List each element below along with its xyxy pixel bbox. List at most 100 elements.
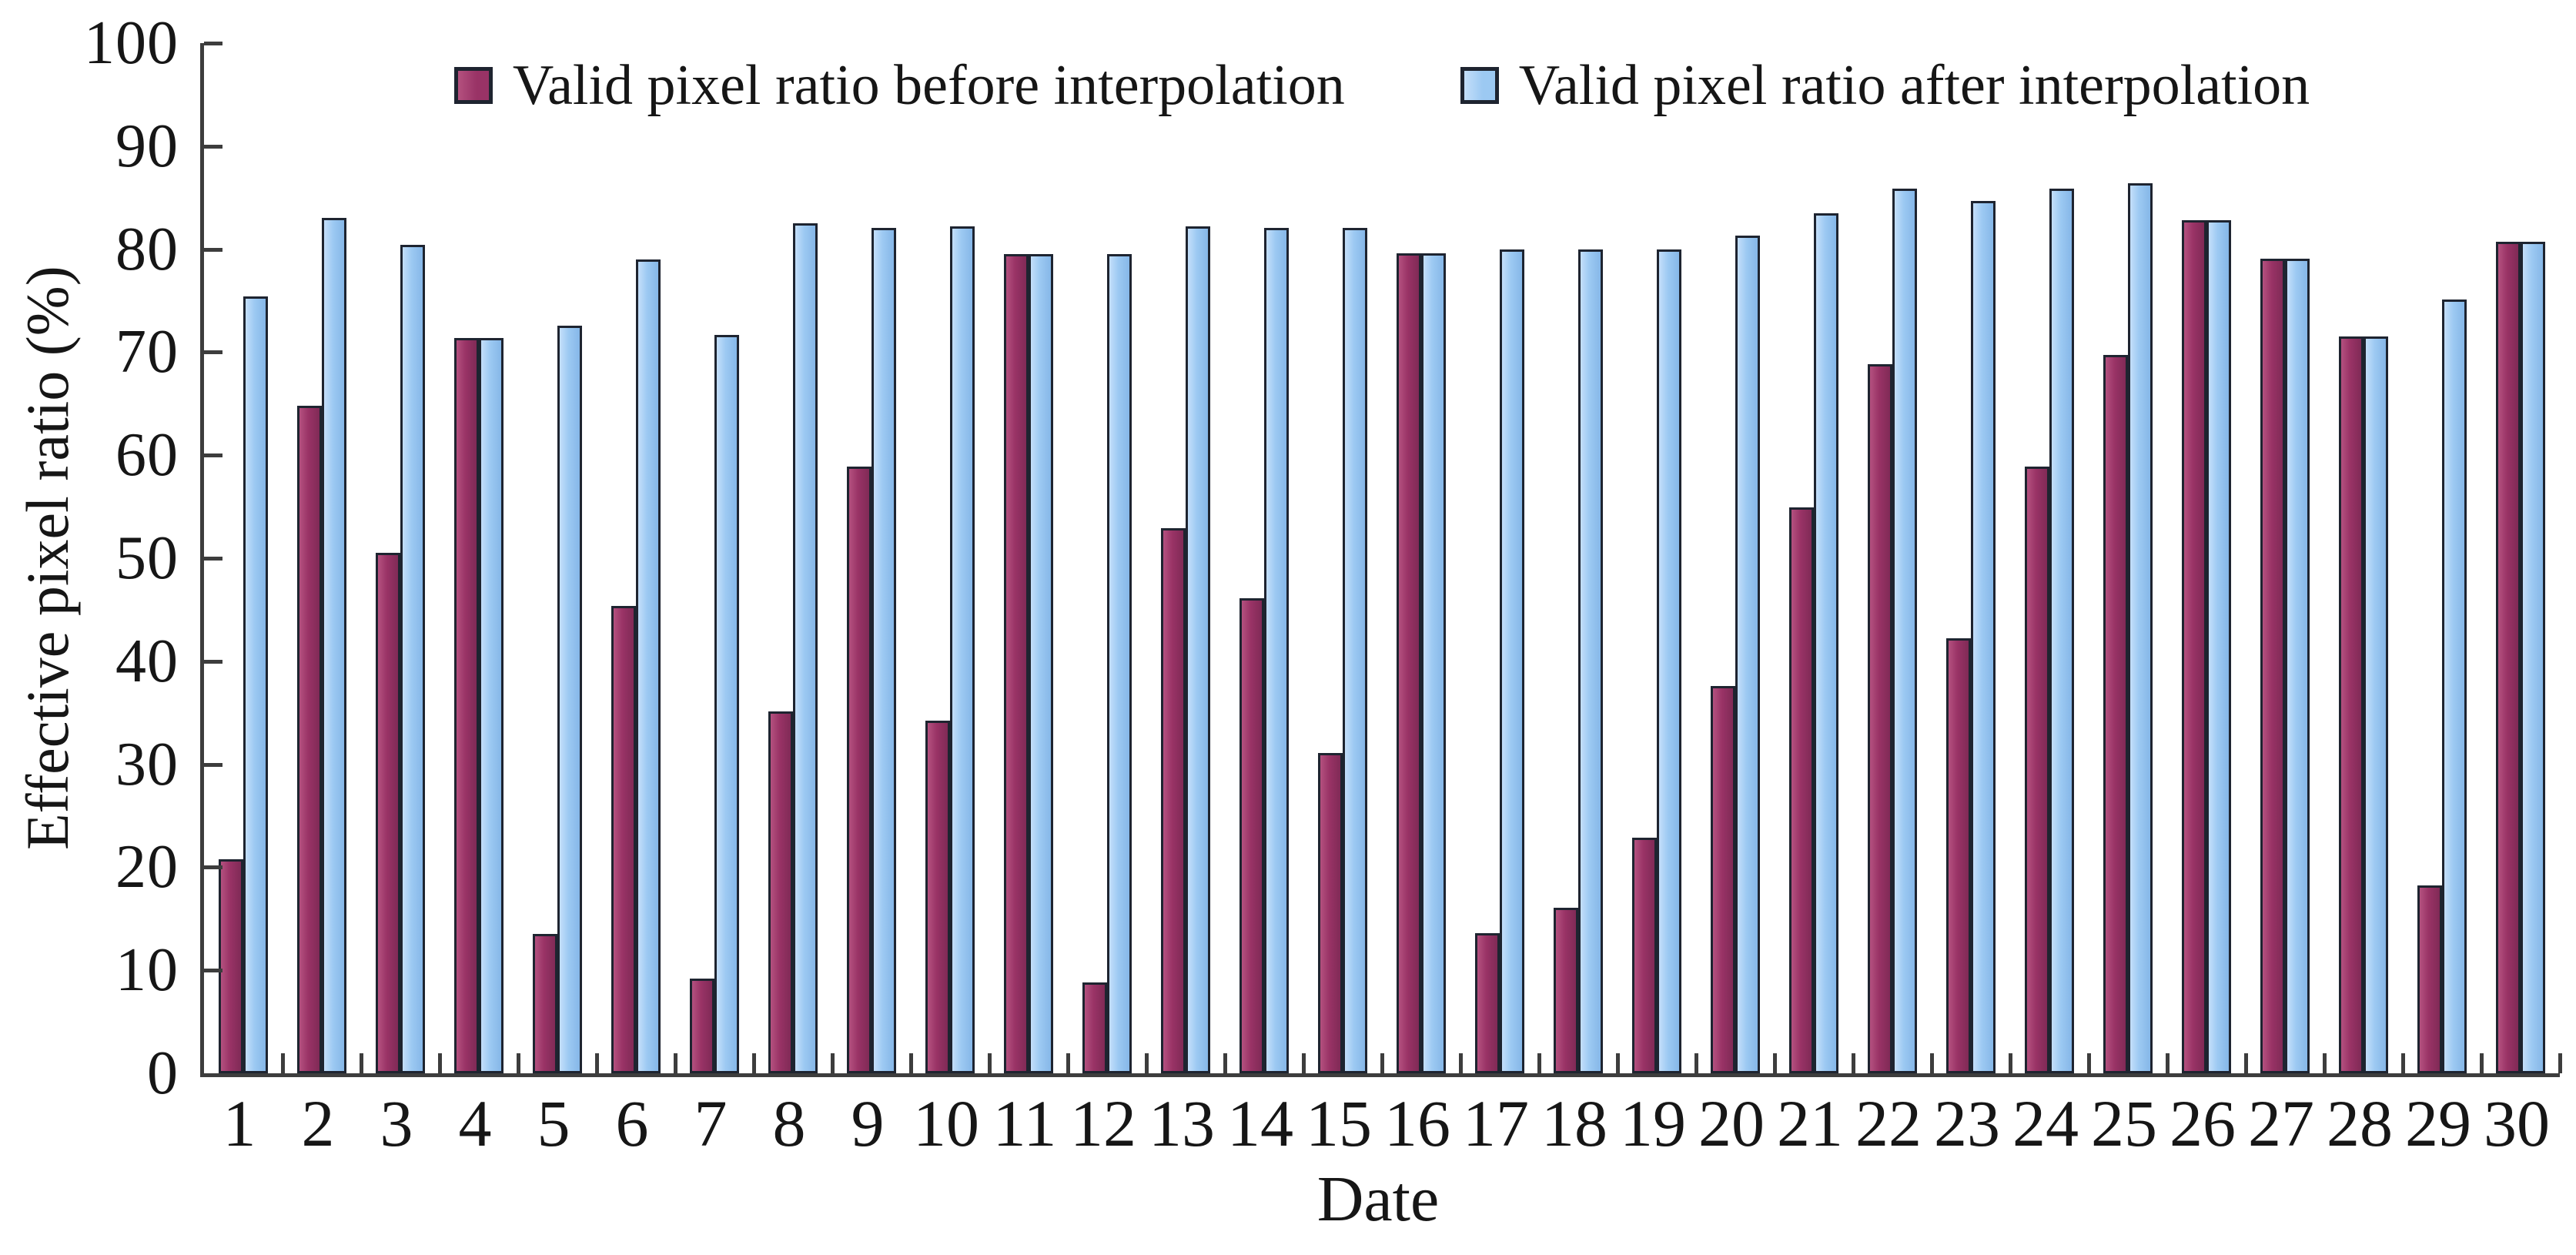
bar-group-24: [2010, 43, 2089, 1073]
bar-group-3: [361, 43, 440, 1073]
y-tick-label: 40: [115, 627, 179, 695]
bar-before-20: [1711, 685, 1735, 1073]
x-tick-mark: [1930, 1053, 1934, 1073]
bar-group-20: [1696, 43, 1775, 1073]
bar-before-22: [1868, 364, 1892, 1073]
x-tick-label-17: 17: [1463, 1086, 1529, 1160]
y-tick-mark: [204, 42, 222, 45]
bar-before-25: [2103, 355, 2128, 1073]
x-tick-mark: [674, 1053, 677, 1073]
y-tick-mark: [204, 865, 222, 870]
x-tick-label-21: 21: [1777, 1086, 1843, 1160]
x-tick-label-12: 12: [1070, 1086, 1136, 1160]
bar-after-29: [2442, 300, 2467, 1073]
bar-group-16: [1382, 43, 1460, 1073]
bar-before-7: [690, 978, 714, 1073]
bar-after-12: [1107, 254, 1132, 1073]
bar-after-9: [871, 227, 896, 1073]
x-tick-mark: [1694, 1053, 1698, 1073]
x-tick-label-13: 13: [1149, 1086, 1215, 1160]
plot-area: Valid pixel ratio before interpolation V…: [200, 42, 2562, 1077]
x-tick-mark: [2323, 1053, 2327, 1073]
x-tick-label-2: 2: [301, 1086, 335, 1160]
bar-before-12: [1082, 982, 1107, 1073]
x-tick-label-3: 3: [380, 1086, 413, 1160]
bar-group-13: [1146, 43, 1225, 1073]
bar-after-17: [1500, 249, 1524, 1073]
x-tick-label-15: 15: [1306, 1086, 1372, 1160]
bar-group-19: [1618, 43, 1696, 1073]
bar-before-24: [2025, 466, 2049, 1073]
y-tick-mark: [204, 659, 222, 664]
x-tick-label-18: 18: [1541, 1086, 1607, 1160]
x-tick-label-26: 26: [2170, 1086, 2236, 1160]
x-axis-title: Date: [1316, 1163, 1440, 1235]
x-tick-mark: [909, 1053, 913, 1073]
bar-after-28: [2364, 336, 2388, 1073]
legend-label-after: Valid pixel ratio after interpolation: [1518, 54, 2310, 117]
bar-before-10: [925, 721, 950, 1073]
bar-before-4: [454, 337, 479, 1073]
x-tick-label-30: 30: [2484, 1086, 2550, 1160]
bar-groups: [204, 43, 2560, 1073]
bar-group-27: [2246, 43, 2324, 1073]
bar-after-26: [2206, 220, 2231, 1073]
bar-group-17: [1460, 43, 1539, 1073]
x-tick-mark: [1066, 1053, 1070, 1073]
bar-before-16: [1397, 253, 1421, 1073]
bar-after-6: [636, 259, 661, 1073]
x-tick-label-19: 19: [1620, 1086, 1686, 1160]
bar-group-4: [440, 43, 518, 1073]
bar-after-30: [2521, 242, 2545, 1073]
y-tick-mark: [204, 453, 222, 458]
bar-before-28: [2339, 336, 2364, 1073]
bar-after-18: [1578, 249, 1603, 1073]
x-tick-label-1: 1: [222, 1086, 256, 1160]
bar-before-23: [1946, 638, 1971, 1073]
x-tick-label-27: 27: [2248, 1086, 2314, 1160]
x-tick-label-8: 8: [772, 1086, 806, 1160]
bar-group-14: [1225, 43, 1303, 1073]
x-tick-label-6: 6: [615, 1086, 649, 1160]
bar-group-2: [283, 43, 361, 1073]
x-tick-mark: [1773, 1053, 1777, 1073]
y-tick-label: 0: [147, 1039, 179, 1107]
bar-before-2: [297, 405, 322, 1073]
bar-before-6: [611, 605, 636, 1073]
bar-before-30: [2496, 242, 2521, 1073]
y-tick-label: 80: [115, 215, 179, 283]
x-tick-mark: [1616, 1053, 1620, 1073]
bar-after-10: [950, 226, 975, 1073]
bar-group-5: [518, 43, 597, 1073]
bar-group-26: [2167, 43, 2246, 1073]
bar-before-29: [2417, 885, 2442, 1073]
bar-group-22: [1853, 43, 1932, 1073]
x-axis-tick-labels: 1 2 3 4 5 6 7 8 9 10 11 12 13 14 15 16 17 18 19 20 21 22 23 24 2…: [200, 1087, 2556, 1160]
bar-after-19: [1657, 249, 1681, 1073]
bar-before-1: [219, 858, 243, 1073]
x-tick-label-29: 29: [2405, 1086, 2471, 1160]
bar-after-27: [2285, 258, 2310, 1073]
bar-after-3: [400, 245, 425, 1073]
bar-group-11: [989, 43, 1068, 1073]
x-tick-label-7: 7: [694, 1086, 728, 1160]
y-tick-label: 60: [115, 421, 179, 490]
bar-group-10: [911, 43, 989, 1073]
bar-after-4: [479, 337, 503, 1073]
x-tick-label-10: 10: [913, 1086, 979, 1160]
legend-item-after: Valid pixel ratio after interpolation: [1460, 57, 2310, 114]
x-tick-mark: [281, 1053, 285, 1073]
bar-group-21: [1775, 43, 1853, 1073]
y-tick-label: 90: [115, 112, 179, 180]
x-tick-mark: [1380, 1053, 1384, 1073]
bar-after-25: [2128, 182, 2153, 1073]
x-tick-label-14: 14: [1227, 1086, 1293, 1160]
y-tick-label: 30: [115, 730, 179, 798]
bar-before-11: [1004, 254, 1029, 1073]
bar-group-25: [2089, 43, 2167, 1073]
bar-before-5: [533, 934, 557, 1073]
bar-before-3: [376, 553, 400, 1073]
bar-group-29: [2403, 43, 2481, 1073]
bar-group-12: [1068, 43, 1146, 1073]
x-tick-mark: [2087, 1053, 2091, 1073]
